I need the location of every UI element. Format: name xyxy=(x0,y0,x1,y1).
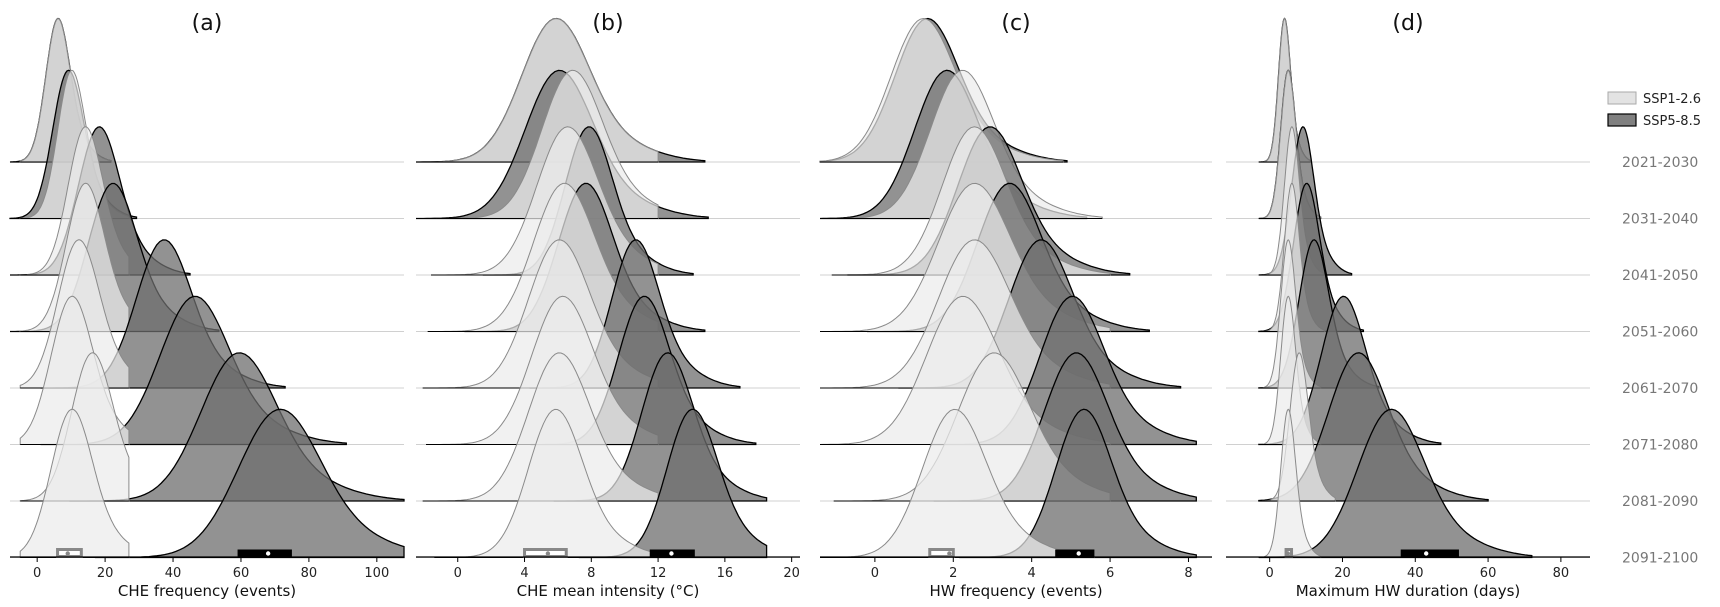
decade-label: 2031-2040 xyxy=(1622,212,1698,228)
decade-labels: 2021-2030 2031-2040 2041-2050 2051-2060 2061… xyxy=(1622,155,1698,567)
x-tick-label: 80 xyxy=(1553,566,1570,581)
x-tick-label: 20 xyxy=(1334,566,1351,581)
legend-label-ssp585: SSP5-8.5 xyxy=(1643,114,1701,129)
x-tick-label: 0 xyxy=(1266,566,1274,581)
panel-a: (a) 0 20 40 60 80 100 CHE frequency (events) xyxy=(9,11,405,600)
x-tick-label: 60 xyxy=(1480,566,1497,581)
box-ssp126 xyxy=(523,548,568,558)
x-tick-label: 8 xyxy=(1184,566,1192,581)
median-ssp585 xyxy=(1424,551,1429,556)
x-axis-label: Maximum HW duration (days) xyxy=(1296,582,1521,600)
decade-label: 2061-2070 xyxy=(1622,381,1698,397)
x-axis-label: CHE mean intensity (°C) xyxy=(517,582,700,600)
ridge-density xyxy=(426,295,659,445)
median-ssp126 xyxy=(947,551,952,556)
x-tick-label: 4 xyxy=(1028,566,1036,581)
legend-swatch-ssp126 xyxy=(1607,91,1637,105)
x-tick-label: 20 xyxy=(783,566,800,581)
panel-title: (b) xyxy=(592,11,623,36)
panel-title: (c) xyxy=(1001,11,1030,36)
median-ssp585 xyxy=(265,551,271,556)
decade-label: 2081-2090 xyxy=(1622,494,1698,510)
x-axis-label: HW frequency (events) xyxy=(929,582,1102,600)
ridge-density xyxy=(820,408,1095,558)
median-ssp585 xyxy=(1076,551,1081,556)
legend: SSP1-2.6 SSP5-8.5 xyxy=(1607,91,1701,129)
x-tick-label: 6 xyxy=(1106,566,1114,581)
ridge-density xyxy=(19,408,130,558)
x-tick-label: 16 xyxy=(717,566,734,581)
x-tick-label: 2 xyxy=(949,566,957,581)
panel-c: (c) 0 2 4 6 8 HW frequency (events) xyxy=(819,11,1212,600)
x-tick-label: 100 xyxy=(364,566,389,581)
x-tick-label: 60 xyxy=(233,566,250,581)
decade-label: 2051-2060 xyxy=(1622,325,1698,341)
median-ssp126 xyxy=(65,551,70,556)
legend-swatch-ssp585 xyxy=(1607,113,1637,127)
x-tick-label: 8 xyxy=(587,566,595,581)
panel-b: (b) 0 4 8 12 16 20 CHE mean intensity (°C) xyxy=(416,11,800,600)
box-ssp585 xyxy=(1400,549,1459,558)
ridge-density xyxy=(1258,408,1322,558)
panel-title: (a) xyxy=(192,11,223,36)
x-tick-label: 80 xyxy=(301,566,318,581)
x-axis-label: CHE frequency (events) xyxy=(118,582,296,600)
decade-label: 2021-2030 xyxy=(1622,155,1698,171)
panel-title: (d) xyxy=(1392,11,1423,36)
legend-label-ssp126: SSP1-2.6 xyxy=(1643,92,1701,107)
x-tick-label: 4 xyxy=(520,566,528,581)
median-ssp126 xyxy=(1285,551,1291,556)
ridge-density xyxy=(434,408,659,558)
x-tick-label: 40 xyxy=(1407,566,1424,581)
x-tick-label: 0 xyxy=(33,566,41,581)
decade-label: 2041-2050 xyxy=(1622,268,1698,284)
decade-label: 2091-2100 xyxy=(1622,551,1698,567)
box-ssp585 xyxy=(1055,549,1095,558)
panel-d: (d) 0 20 40 60 80 Maximum HW duration (days) xyxy=(1226,11,1590,600)
x-tick-label: 0 xyxy=(454,566,462,581)
x-tick-label: 0 xyxy=(871,566,879,581)
ridge-density xyxy=(422,352,659,502)
x-tick-label: 20 xyxy=(97,566,114,581)
ridge-density xyxy=(1258,352,1336,502)
median-ssp126 xyxy=(545,551,551,556)
x-tick-label: 12 xyxy=(650,566,667,581)
median-ssp585 xyxy=(669,551,674,556)
decade-label: 2071-2080 xyxy=(1622,438,1698,454)
box-ssp585 xyxy=(237,549,292,558)
x-tick-label: 40 xyxy=(165,566,182,581)
